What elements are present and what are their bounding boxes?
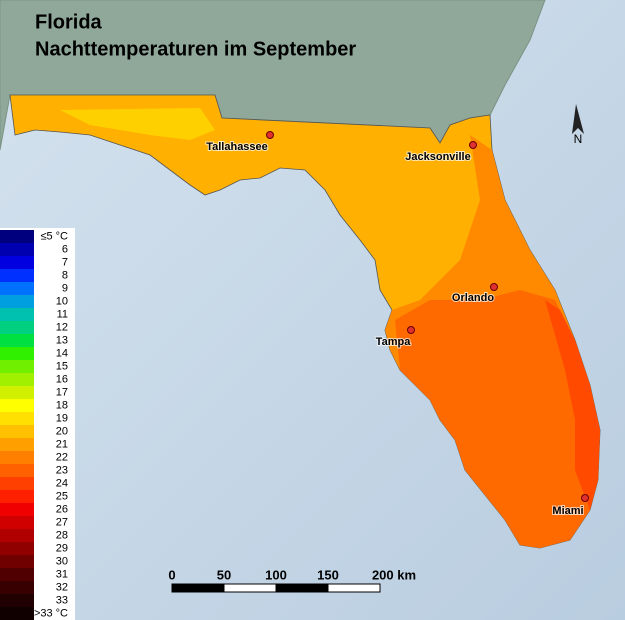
- legend-swatch: [0, 386, 34, 399]
- legend-swatch: [0, 269, 34, 282]
- subtitle: Nachttemperaturen im September: [35, 38, 356, 60]
- scale-segment: [171, 583, 225, 593]
- legend-label: 18: [56, 399, 68, 411]
- legend-swatch: [0, 360, 34, 373]
- legend-swatch: [0, 243, 34, 256]
- legend-label: 23: [56, 464, 68, 476]
- legend-label: ≤5 °C: [40, 230, 68, 242]
- legend-swatch: [0, 607, 34, 620]
- legend-label: 12: [56, 321, 68, 333]
- legend-label: 6: [62, 243, 68, 255]
- legend-swatch: [0, 230, 34, 243]
- scale-label: 50: [217, 567, 231, 582]
- legend-swatch: [0, 503, 34, 516]
- north-label: N: [574, 132, 583, 146]
- legend-label: 31: [56, 568, 68, 580]
- city-label: Tampa: [376, 336, 412, 348]
- legend-swatch: [0, 451, 34, 464]
- city-dot: [266, 131, 274, 139]
- legend-label: 13: [56, 334, 68, 346]
- title: Florida: [35, 11, 103, 33]
- legend-label: 26: [56, 503, 68, 515]
- legend-swatch: [0, 399, 34, 412]
- legend-swatch: [0, 594, 34, 607]
- legend-swatch: [0, 568, 34, 581]
- legend-label: 21: [56, 438, 68, 450]
- legend-swatch: [0, 308, 34, 321]
- legend-label: 25: [56, 490, 68, 502]
- legend-swatch: [0, 542, 34, 555]
- legend-label: 16: [56, 373, 68, 385]
- legend-swatch: [0, 347, 34, 360]
- legend-label: 7: [62, 256, 68, 268]
- city-label: Miami: [552, 505, 583, 517]
- legend-swatch: [0, 373, 34, 386]
- legend-swatch: [0, 529, 34, 542]
- legend-swatch: [0, 321, 34, 334]
- scale-label: 100: [265, 567, 287, 582]
- legend-label: 15: [56, 360, 68, 372]
- legend-label: 32: [56, 581, 68, 593]
- cities: Tallahassee Jacksonville Orlando Tampa Miami: [205, 131, 589, 518]
- legend-swatch: [0, 477, 34, 490]
- legend-swatch: [0, 295, 34, 308]
- legend-swatch: [0, 438, 34, 451]
- legend-label: 14: [56, 347, 68, 359]
- city-label: Tallahassee: [206, 141, 268, 153]
- legend-label: 20: [56, 425, 68, 437]
- legend: ≤5 °C67891011121314151617181920212223242…: [0, 230, 68, 620]
- hottest-zone: [545, 300, 600, 510]
- legend-swatch: [0, 425, 34, 438]
- legend-label: 27: [56, 516, 68, 528]
- legend-swatch: [0, 256, 34, 269]
- city-label: Jacksonville: [405, 151, 470, 163]
- legend-label: 24: [56, 477, 68, 489]
- legend-label: 10: [56, 295, 68, 307]
- legend-label: 33: [56, 594, 68, 606]
- scale-label: 150: [317, 567, 339, 582]
- scale-label: 200 km: [372, 567, 416, 582]
- scale-label: 0: [168, 567, 175, 582]
- legend-label: 29: [56, 542, 68, 554]
- legend-swatch: [0, 490, 34, 503]
- legend-label: 11: [57, 308, 68, 320]
- legend-label: >33 °C: [34, 607, 68, 619]
- legend-label: 17: [56, 386, 68, 398]
- scale-bar: 0 50 100 150 200 km: [168, 567, 416, 593]
- city-dot: [581, 494, 589, 502]
- scale-segment: [275, 583, 329, 593]
- legend-swatch: [0, 464, 34, 477]
- legend-swatch: [0, 581, 34, 594]
- legend-label: 8: [62, 269, 68, 281]
- legend-swatch: [0, 412, 34, 425]
- legend-label: 28: [56, 529, 68, 541]
- legend-swatch: [0, 516, 34, 529]
- legend-swatch: [0, 555, 34, 568]
- north-arrow: [572, 104, 584, 134]
- legend-label: 9: [62, 282, 68, 294]
- hot-zone: [395, 290, 600, 548]
- legend-swatch: [0, 282, 34, 295]
- scale-segment: [327, 583, 381, 593]
- legend-label: 19: [56, 412, 68, 424]
- city-dot: [407, 326, 415, 334]
- cool-zone: [60, 108, 215, 140]
- legend-label: 30: [56, 555, 68, 567]
- city-label: Orlando: [452, 292, 494, 304]
- scale-segment: [223, 583, 277, 593]
- legend-swatch: [0, 334, 34, 347]
- legend-label: 22: [56, 451, 68, 463]
- city-dot: [490, 283, 498, 291]
- city-dot: [469, 141, 477, 149]
